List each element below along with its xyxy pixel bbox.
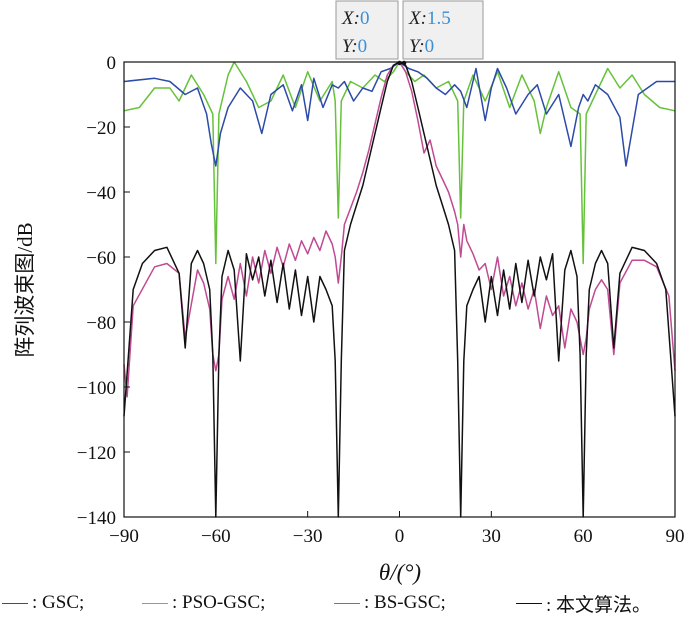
datatip-2-box	[402, 0, 484, 60]
datatip-2-y-colon: :	[418, 36, 424, 57]
x-tick-label: −90	[109, 526, 139, 547]
legend-swatch-proposed	[516, 602, 542, 604]
tick-layer: −90 −60 −30 0 30 60 90 0 −20 −40 −60 −80 −100 −120 −14…	[77, 53, 685, 547]
datatip-marker-1	[397, 60, 402, 66]
legend-label-gsc: : GSC;	[32, 592, 85, 613]
y-tick-label: 0	[107, 53, 117, 74]
series-line-2	[123, 61, 676, 398]
plot-area	[124, 62, 675, 517]
legend-item-proposed: : 本文算法。	[516, 588, 651, 618]
y-tick-label: −20	[86, 118, 116, 139]
x-tick-label: 30	[482, 526, 501, 547]
y-tick-label: −40	[86, 183, 116, 204]
datatip-1-y-value: 0	[358, 36, 368, 57]
datatip-markers	[397, 60, 407, 66]
x-tick-label: −60	[201, 526, 231, 547]
legend-swatch-pso-gsc	[142, 602, 168, 604]
datatip-2-y-value: 0	[425, 36, 435, 57]
legend-label-bs-gsc: : BS-GSC;	[364, 592, 446, 613]
datatip-1-x-value: 0	[360, 8, 370, 29]
datatip-1-x-key: X	[341, 8, 355, 29]
datatip-2-x-key: X	[408, 8, 422, 29]
datatip-2-x-value: 1.5	[427, 8, 451, 29]
datatip-1-box	[335, 0, 399, 60]
legend-label-proposed: : 本文算法。	[546, 594, 652, 616]
legend-swatch-gsc	[2, 602, 28, 604]
datatip-1: X:0 Y:0	[335, 0, 399, 60]
y-tick-label: −120	[77, 443, 116, 464]
datatip-marker-2	[401, 60, 407, 66]
datatip-2: X:1.5 Y:0	[402, 0, 484, 60]
y-axis-label: 阵列波束图/dB	[13, 222, 37, 357]
legend-item-bs-gsc: : BS-GSC;	[334, 588, 446, 618]
beam-pattern-chart: −90 −60 −30 0 30 60 90 0 −20 −40 −60 −80 −100 −120 −14…	[13, 0, 685, 585]
datatip-1-y-colon: :	[351, 36, 357, 57]
x-tick-label: 60	[574, 526, 593, 547]
legend-item-pso-gsc: : PSO-GSC;	[142, 588, 265, 618]
x-tick-label: −30	[293, 526, 323, 547]
x-tick-label: 90	[666, 526, 685, 547]
legend-item-gsc: : GSC;	[2, 588, 84, 618]
datatip-1-y-row: Y:0	[342, 36, 367, 57]
y-tick-label: −80	[86, 313, 116, 334]
datatip-2-y-row: Y:0	[409, 36, 434, 57]
legend-swatch-bs-gsc	[334, 602, 360, 604]
datatip-1-x-row: X:0	[341, 8, 369, 29]
legend: : GSC; : PSO-GSC; : BS-GSC; : 本文算法。	[0, 588, 700, 618]
x-tick-label: 0	[395, 526, 405, 547]
datatip-2-x-row: X:1.5	[408, 8, 451, 29]
y-tick-label: −60	[86, 248, 116, 269]
x-axis-label: θ/(°)	[379, 560, 421, 585]
y-tick-label: −140	[77, 508, 116, 529]
datatip-2-x-colon: :	[421, 8, 427, 29]
datatip-1-x-colon: :	[354, 8, 360, 29]
y-tick-label: −100	[77, 378, 116, 399]
legend-label-pso-gsc: : PSO-GSC;	[172, 592, 266, 613]
